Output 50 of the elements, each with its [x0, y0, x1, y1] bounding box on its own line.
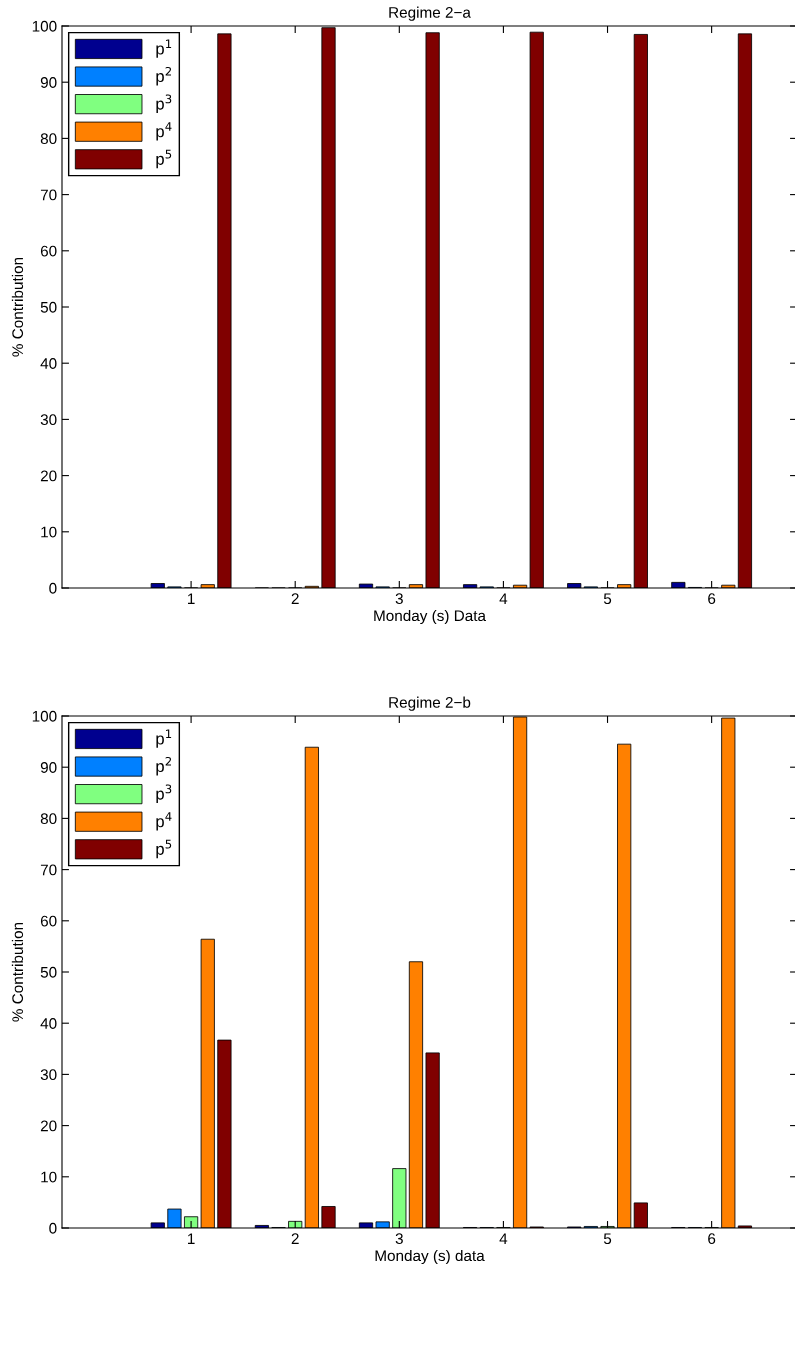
x-tick-label: 1 [188, 1233, 195, 1244]
y-tick-label: 90 [40, 77, 57, 88]
x-tick-label: 2 [291, 1233, 299, 1244]
y-tick-label: 30 [40, 1069, 57, 1081]
y-tick-label: 40 [40, 1018, 57, 1029]
y-tick-label: 10 [41, 1171, 57, 1183]
y-tick-label: 50 [40, 301, 57, 313]
y-tick-label: 80 [40, 133, 57, 145]
legend-label: p$^{1}$ [156, 39, 172, 58]
x-tick-label: 3 [395, 593, 403, 605]
legend-label: p$^{5}$ [156, 149, 172, 169]
legend-label: p$^{4}$ [156, 812, 172, 831]
x-tick-label: 2 [291, 593, 299, 604]
x-tick-label: 3 [395, 1233, 403, 1245]
y-axis-title: % Contribution [11, 922, 24, 1022]
x-axis-title: Monday (s) data [375, 1249, 485, 1265]
legend-label: p$^{2}$ [156, 756, 172, 776]
y-tick-label: 60 [40, 245, 57, 257]
x-tick-label: 6 [708, 593, 716, 605]
x-axis-title: Monday (s) Data [374, 609, 486, 625]
chart-title: Regime 2−a [389, 6, 471, 21]
y-tick-label: 70 [40, 864, 57, 876]
y-tick-label: 50 [40, 966, 57, 978]
y-tick-label: 100 [32, 710, 57, 722]
legend-label: p$^{2}$ [156, 66, 172, 86]
y-tick-label: 40 [40, 358, 57, 369]
y-tick-label: 90 [40, 762, 57, 773]
y-tick-label: 70 [40, 189, 57, 201]
x-tick-label: 4 [499, 593, 508, 604]
x-tick-label: 5 [603, 1233, 612, 1245]
y-tick-label: 0 [49, 1222, 57, 1234]
x-tick-label: 4 [499, 1233, 508, 1244]
legend-label: p$^{3}$ [156, 94, 172, 113]
legend-label: p$^{4}$ [156, 122, 172, 141]
legend-label: p$^{3}$ [156, 784, 172, 803]
y-tick-label: 10 [41, 526, 57, 538]
legend-label: p$^{5}$ [156, 839, 172, 859]
legend-label: p$^{1}$ [156, 729, 172, 748]
y-tick-label: 60 [40, 915, 57, 927]
x-tick-label: 5 [603, 593, 612, 605]
y-tick-label: 20 [40, 1120, 57, 1132]
x-tick-label: 6 [708, 1233, 716, 1245]
y-tick-label: 30 [40, 414, 57, 426]
x-tick-label: 1 [188, 593, 195, 604]
y-axis-title: % Contribution [11, 257, 24, 357]
y-tick-label: 0 [49, 582, 57, 594]
y-tick-label: 100 [32, 20, 57, 32]
chart-title: Regime 2−b [389, 696, 471, 711]
y-tick-label: 80 [40, 813, 57, 825]
y-tick-label: 20 [40, 470, 57, 482]
